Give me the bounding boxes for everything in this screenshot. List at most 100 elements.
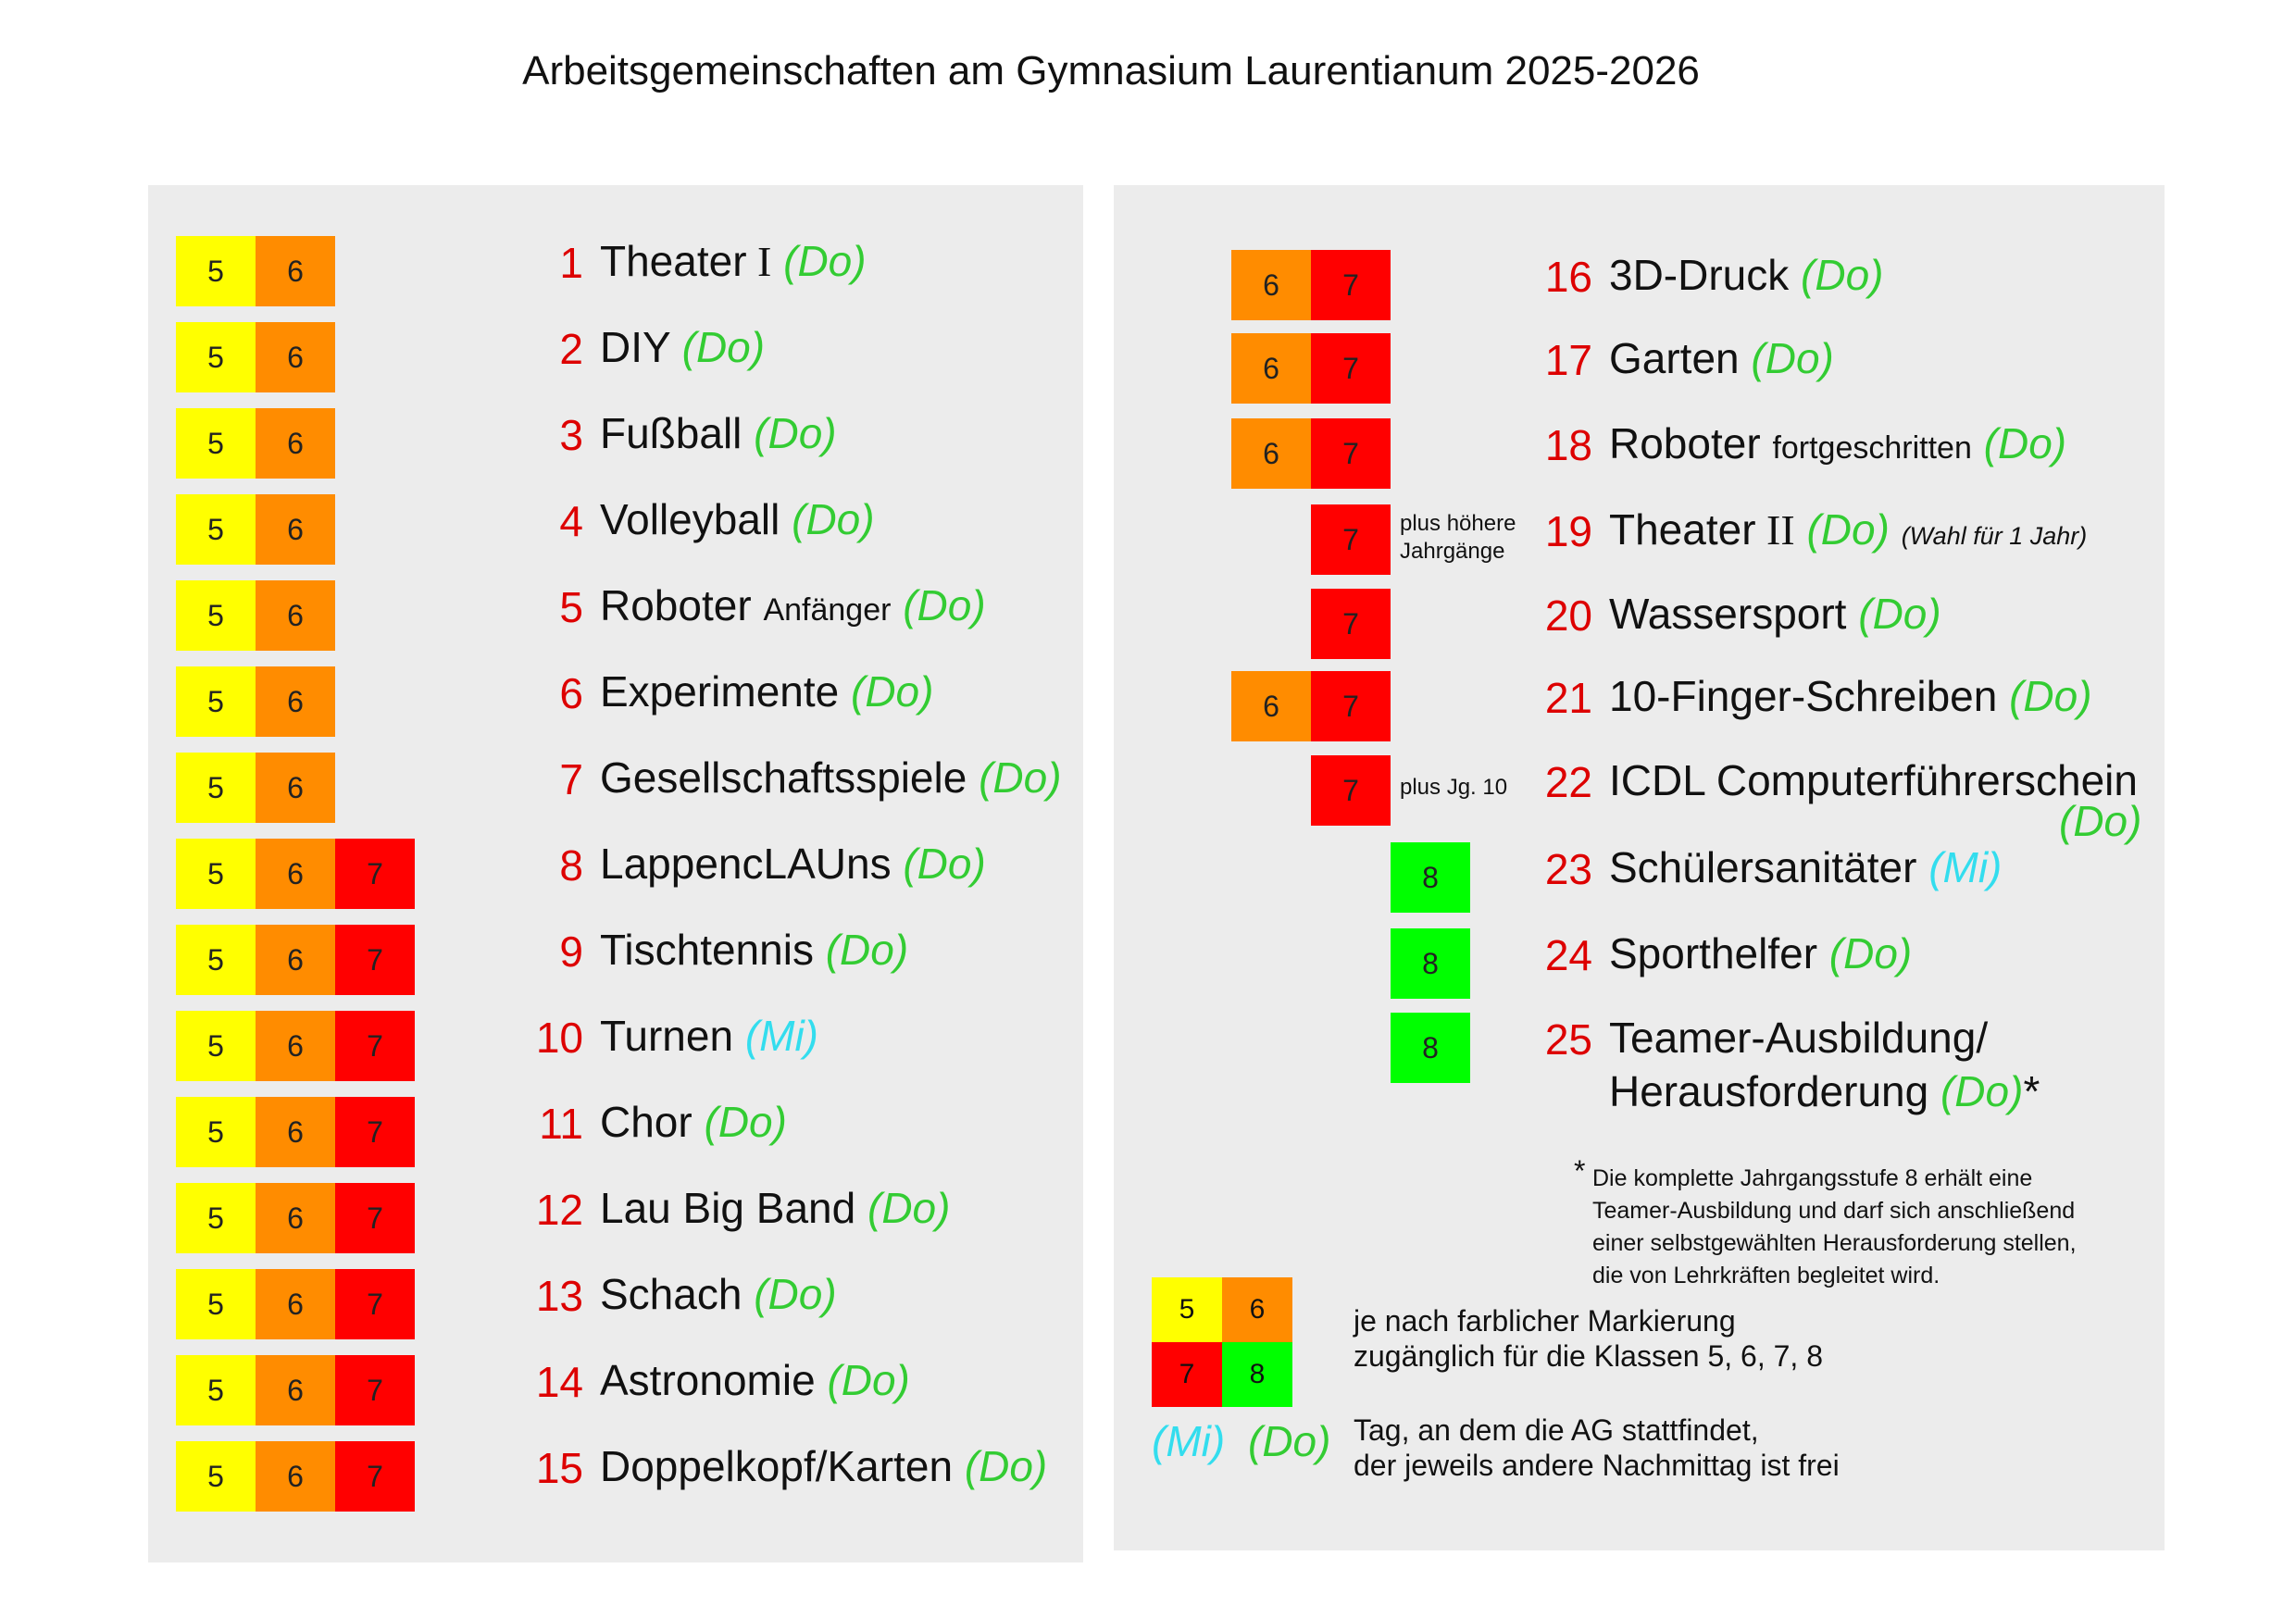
legend-grade-8: 8	[1222, 1342, 1292, 1407]
grade-6-box: 6	[256, 494, 335, 565]
ag-name-line2: Herausforderung (Do)*	[1609, 1066, 2040, 1116]
footnote-line: Teamer-Ausbildung und darf sich anschlie…	[1592, 1198, 2076, 1224]
ag-number: 8	[559, 841, 583, 890]
ag-number: 24	[1544, 931, 1592, 979]
ag-day: (Do)	[1828, 929, 1913, 977]
ag-row: 8 25 Teamer-Ausbildung/Herausforderung (Do…	[0, 1013, 2296, 1115]
ag-name: Theater II (Do) (Wahl für 1 Jahr)	[1609, 504, 2087, 554]
ag-row: 5 6 3 Fußball (Do)	[0, 408, 2296, 479]
ag-row: 6 7 18 Roboter fortgeschritten (Do)	[0, 418, 2296, 489]
grade-7-box: 7	[335, 1355, 415, 1425]
ag-row: 5 6 7 15 Doppelkopf/Karten (Do)	[0, 1441, 2296, 1512]
ag-name: 3D-Druck (Do)	[1609, 250, 1883, 300]
grade-6-box: 6	[256, 580, 335, 651]
ag-title: Herausforderung	[1609, 1067, 1929, 1115]
ag-name: DIY (Do)	[600, 322, 765, 372]
ag-day: (Do)	[1751, 334, 1834, 382]
ag-title: Theater	[600, 237, 747, 285]
ag-row: 5 6 7 9 Tischtennis (Do)	[0, 925, 2296, 995]
grade-6-box: 6	[256, 1183, 335, 1253]
ag-name: Volleyball (Do)	[600, 494, 875, 544]
ag-row: 5 6 5 Roboter Anfänger (Do)	[0, 580, 2296, 651]
ag-number: 6	[559, 669, 583, 717]
ag-extra-note: (Wahl für 1 Jahr)	[1901, 522, 2088, 550]
legend-day-mi: (Mi)	[1152, 1417, 1226, 1465]
ag-number: 21	[1544, 674, 1592, 722]
ag-day: (Do)	[1940, 1067, 2024, 1115]
ag-name: Gesellschaftsspiele (Do)	[600, 753, 1062, 803]
ag-name: ICDL Computerführerschein (Do)	[1609, 755, 2141, 845]
grade-7-box: 7	[1311, 755, 1391, 826]
grade-6-box: 6	[256, 839, 335, 909]
ag-row: 7 plus höhere Jahrgänge 19 Theater II (Do) …	[0, 504, 2296, 575]
ag-day: (Do)	[1983, 419, 2067, 467]
grade-5-box: 5	[176, 666, 256, 737]
ag-title: Roboter	[600, 581, 752, 629]
grade-5-box: 5	[176, 1097, 256, 1167]
ag-title: Gesellschaftsspiele	[600, 753, 967, 802]
ag-title: LappencLAUns	[600, 840, 892, 888]
ag-number: 25	[1544, 1015, 1592, 1064]
grade-5-box: 5	[176, 1011, 256, 1081]
grade-7-box: 7	[1311, 250, 1391, 320]
ag-number: 22	[1544, 758, 1592, 806]
ag-name: Teamer-Ausbildung/	[1609, 1013, 1988, 1063]
ag-number: 9	[559, 927, 583, 976]
ag-title: ICDL Computerführerschein	[1609, 756, 2138, 804]
ag-number: 5	[559, 583, 583, 631]
grade-6-box: 6	[1231, 333, 1311, 404]
grade-note: plus Jg. 10	[1400, 775, 1508, 800]
ag-number: 1	[559, 239, 583, 287]
ag-title: Garten	[1609, 334, 1740, 382]
ag-title: Theater	[1609, 505, 1756, 554]
legend-grade-6: 6	[1222, 1277, 1292, 1342]
grade-7-box: 7	[335, 925, 415, 995]
ag-roman: I	[746, 238, 772, 285]
grade-6-box: 6	[256, 1441, 335, 1512]
ag-row: 7 20 Wassersport (Do)	[0, 589, 2296, 659]
grade-7-box: 7	[335, 1441, 415, 1512]
grade-6-box: 6	[256, 408, 335, 479]
ag-number: 11	[539, 1100, 583, 1148]
grade-5-box: 5	[176, 753, 256, 823]
ag-day: (Do)	[964, 1442, 1048, 1490]
ag-name: Schülersanitäter (Mi)	[1609, 842, 2002, 892]
ag-number: 17	[1544, 336, 1592, 384]
ag-title: Volleyball	[600, 495, 780, 543]
ag-title: Lau Big Band	[600, 1184, 856, 1232]
ag-row: 5 6 7 10 Turnen (Mi)	[0, 1011, 2296, 1081]
grade-6-box: 6	[256, 1011, 335, 1081]
ag-title: 3D-Druck	[1609, 251, 1790, 299]
ag-name: LappencLAUns (Do)	[600, 839, 986, 889]
ag-day: (Do)	[867, 1184, 951, 1232]
ag-number: 4	[559, 497, 583, 545]
ag-title: Wassersport	[1609, 590, 1847, 638]
footnote-star: *	[1574, 1154, 1586, 1188]
ag-title: Sporthelfer	[1609, 929, 1818, 977]
ag-name: Wassersport (Do)	[1609, 589, 1941, 639]
grade-7-box: 7	[1311, 418, 1391, 489]
ag-name: Sporthelfer (Do)	[1609, 928, 1912, 978]
grade-7-box: 7	[335, 1097, 415, 1167]
ag-title: Teamer-Ausbildung/	[1609, 1014, 1989, 1062]
ag-day: (Do)	[704, 1098, 787, 1146]
ag-title: Schülersanitäter	[1609, 843, 1917, 891]
ag-number: 3	[559, 411, 583, 459]
ag-title: Tischtennis	[600, 926, 814, 974]
grade-5-box: 5	[176, 1355, 256, 1425]
footnote-line: die von Lehrkräften begleitet wird.	[1592, 1263, 1940, 1288]
grade-7-box: 7	[335, 1269, 415, 1339]
legend-grade-7: 7	[1152, 1342, 1222, 1407]
ag-star: *	[2023, 1067, 2040, 1115]
grade-note: plus höhere Jahrgänge	[1400, 511, 1516, 564]
grade-5-box: 5	[176, 236, 256, 306]
grade-5-box: 5	[176, 1441, 256, 1512]
ag-row: 5 6 7 11 Chor (Do)	[0, 1097, 2296, 1167]
ag-number: 2	[559, 325, 583, 373]
ag-row: 5 6 1 Theater I (Do)	[0, 236, 2296, 306]
grade-6-box: 6	[256, 1355, 335, 1425]
ag-name: Tischtennis (Do)	[600, 925, 908, 975]
ag-title: Schach	[600, 1270, 742, 1318]
ag-row: 8 24 Sporthelfer (Do)	[0, 928, 2296, 999]
grade-5-box: 5	[176, 322, 256, 392]
